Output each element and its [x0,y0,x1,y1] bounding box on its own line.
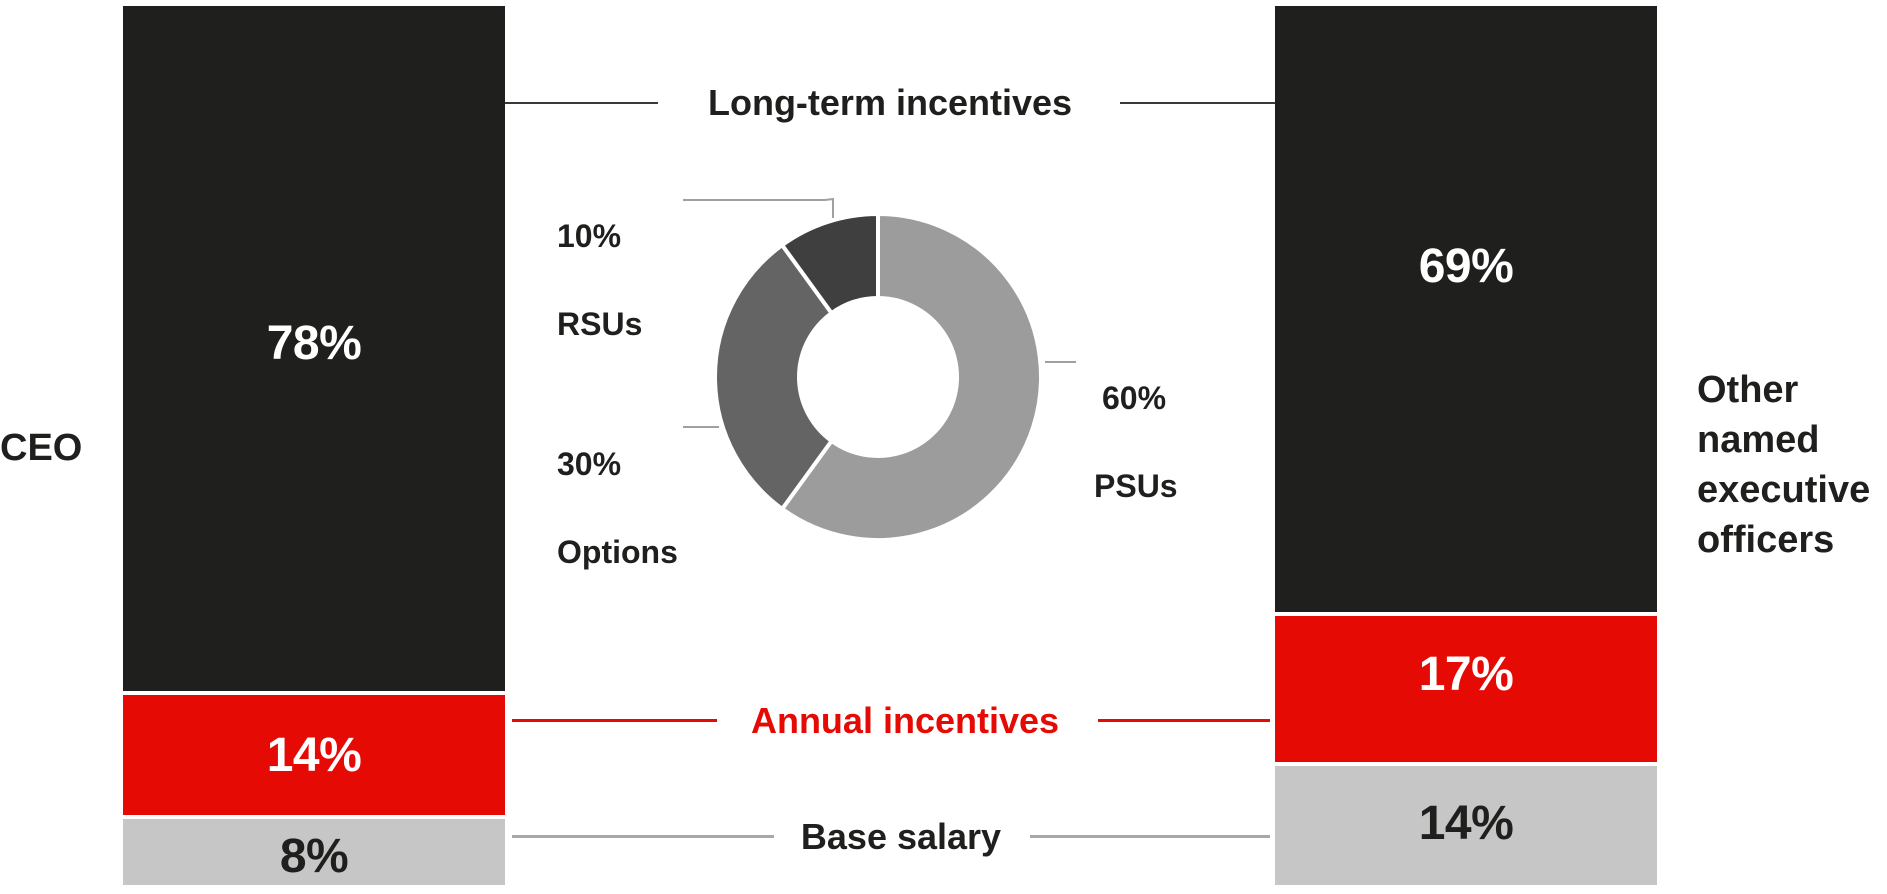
base-label: Base salary [800,816,1002,857]
psus-name: PSUs [1094,468,1178,504]
rsus-name: RSUs [557,306,643,342]
ltip-donut-chart [713,212,1043,542]
neo-long-term-segment: 69% [1275,6,1657,612]
neo-label: Other named executive officers [1697,365,1887,565]
donut-slice-psus [779,212,1043,542]
ceo-label: CEO [0,427,83,469]
ceo-long-term-value: 78% [266,317,362,370]
annual-leader-right [1098,719,1270,722]
long-term-label: Long-term incentives [707,82,1073,123]
donut-slice-options [713,242,835,512]
neo-label-line-3: executive [1697,469,1871,511]
rsus-label: 10% RSUs [557,170,642,390]
psus-label: 60% PSUs [1094,332,1178,552]
neo-annual-segment: 17% [1275,616,1657,762]
psus-pct: 60% [1102,380,1167,416]
ceo-bar: 78% 14% 8% [123,6,505,885]
neo-annual-value: 17% [1418,647,1514,701]
base-leader-left [512,835,774,838]
ceo-base-segment: 8% [123,819,505,885]
long-term-leader-left [505,102,658,104]
options-label: 30% Options [557,398,678,618]
options-name: Options [557,534,678,570]
rsus-pct: 10% [557,218,622,254]
neo-base-segment: 14% [1275,766,1657,885]
annual-leader-left [512,719,717,722]
annual-label: Annual incentives [750,700,1060,741]
neo-long-term-value: 69% [1418,240,1514,293]
neo-label-line-1: Other [1697,369,1799,411]
base-leader-right [1030,835,1270,838]
options-pct: 30% [557,446,622,482]
ceo-annual-value: 14% [266,728,362,782]
long-term-leader-right [1120,102,1275,104]
neo-bar: 69% 17% 14% [1275,6,1657,885]
neo-label-line-2: named [1697,419,1820,461]
ceo-base-value: 8% [279,829,349,883]
donut-slice-rsus [779,212,880,316]
neo-label-line-4: officers [1697,519,1835,561]
ceo-long-term-segment: 78% [123,6,505,691]
neo-base-value: 14% [1418,796,1514,850]
ceo-annual-segment: 14% [123,695,505,815]
